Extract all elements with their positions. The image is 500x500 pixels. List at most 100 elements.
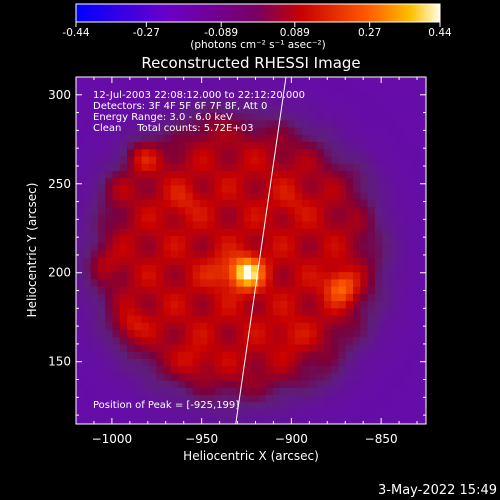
heatmap-cell: [170, 113, 179, 121]
heatmap-cell: [214, 134, 223, 143]
annotation-energy-range: Energy Range: 3.0 - 6.0 keV: [93, 112, 233, 123]
heatmap-cell: [316, 236, 325, 244]
heatmap-cell: [156, 221, 164, 230]
heatmap-cell: [127, 142, 135, 150]
heatmap-cell: [389, 308, 398, 316]
heatmap-cell: [90, 351, 99, 360]
heatmap-cell: [331, 272, 339, 280]
heatmap-cell: [309, 322, 318, 331]
heatmap-cell: [265, 416, 274, 424]
heatmap-cell: [382, 409, 390, 418]
heatmap-cell: [214, 243, 223, 251]
heatmap-cell: [97, 351, 106, 360]
heatmap-cell: [396, 250, 405, 259]
heatmap-cell: [90, 416, 99, 424]
heatmap-cell: [272, 402, 281, 410]
heatmap-cell: [323, 178, 332, 186]
heatmap-cell: [192, 207, 201, 215]
heatmap-cell: [258, 308, 266, 316]
heatmap-cell: [353, 250, 361, 259]
heatmap-cell: [302, 142, 310, 150]
heatmap-cell: [214, 127, 223, 136]
heatmap-cell: [309, 264, 318, 273]
heatmap-cell: [148, 416, 157, 424]
heatmap-cell: [221, 91, 230, 100]
heatmap-cell: [214, 387, 223, 396]
heatmap-cell: [382, 170, 390, 179]
heatmap-cell: [83, 344, 91, 353]
heatmap-cell: [156, 236, 164, 244]
heatmap-cell: [83, 207, 91, 215]
heatmap-cell: [185, 257, 194, 266]
heatmap-cell: [353, 77, 361, 85]
heatmap-cell: [396, 149, 405, 157]
heatmap-cell: [404, 330, 412, 338]
heatmap-cell: [360, 199, 369, 208]
heatmap-cell: [134, 337, 143, 345]
heatmap-cell: [396, 113, 405, 121]
heatmap-cell: [404, 127, 412, 136]
heatmap-cell: [127, 228, 135, 237]
heatmap-cell: [214, 373, 223, 382]
heatmap-cell: [156, 163, 164, 172]
heatmap-cell: [389, 192, 398, 201]
heatmap-cell: [214, 286, 223, 295]
heatmap-cell: [280, 373, 288, 382]
heatmap-cell: [148, 185, 157, 194]
heatmap-cell: [360, 207, 369, 215]
heatmap-cell: [112, 91, 121, 100]
heatmap-cell: [389, 120, 398, 129]
heatmap-cell: [345, 279, 354, 288]
heatmap-cell: [214, 77, 223, 85]
heatmap-cell: [134, 358, 143, 367]
heatmap-cell: [353, 134, 361, 143]
heatmap-cell: [404, 409, 412, 418]
heatmap-cell: [105, 113, 113, 121]
heatmap-cell: [389, 286, 398, 295]
heatmap-cell: [90, 214, 99, 222]
heatmap-cell: [148, 142, 157, 150]
heatmap-cell: [163, 395, 172, 403]
heatmap-cell: [199, 228, 208, 237]
heatmap-cell: [374, 163, 383, 172]
heatmap-cell: [302, 264, 310, 273]
heatmap-cell: [316, 366, 325, 374]
heatmap-cell: [360, 286, 369, 295]
heatmap-cell: [148, 293, 157, 302]
heatmap-cell: [418, 243, 426, 251]
heatmap-cell: [163, 113, 172, 121]
heatmap-cell: [345, 409, 354, 418]
heatmap-cell: [192, 344, 201, 353]
heatmap-cell: [258, 84, 266, 92]
heatmap-cell: [338, 236, 347, 244]
heatmap-cell: [251, 308, 259, 316]
heatmap-cell: [90, 344, 99, 353]
heatmap-cell: [214, 214, 223, 222]
heatmap-cell: [360, 373, 369, 382]
heatmap-cell: [323, 84, 332, 92]
heatmap-cell: [178, 185, 186, 194]
heatmap-cell: [411, 77, 420, 85]
heatmap-cell: [229, 105, 237, 114]
heatmap-cell: [302, 77, 310, 85]
heatmap-cell: [192, 236, 201, 244]
heatmap-cell: [418, 409, 426, 418]
x-tick-label: −1000: [92, 432, 133, 446]
heatmap-cell: [338, 402, 347, 410]
heatmap-cell: [148, 170, 157, 179]
heatmap-cell: [280, 380, 288, 389]
heatmap-cell: [76, 192, 84, 201]
heatmap-cell: [163, 91, 172, 100]
heatmap-cell: [302, 416, 310, 424]
heatmap-cell: [76, 373, 84, 382]
heatmap-cell: [170, 149, 179, 157]
heatmap-cell: [119, 91, 128, 100]
x-axis-label: Heliocentric X (arcsec): [183, 449, 319, 463]
heatmap-cell: [302, 373, 310, 382]
heatmap-cell: [207, 98, 215, 107]
heatmap-cell: [76, 120, 84, 129]
heatmap-cell: [331, 293, 339, 302]
heatmap-cell: [221, 366, 230, 374]
heatmap-cell: [331, 77, 339, 85]
heatmap-cell: [207, 416, 215, 424]
